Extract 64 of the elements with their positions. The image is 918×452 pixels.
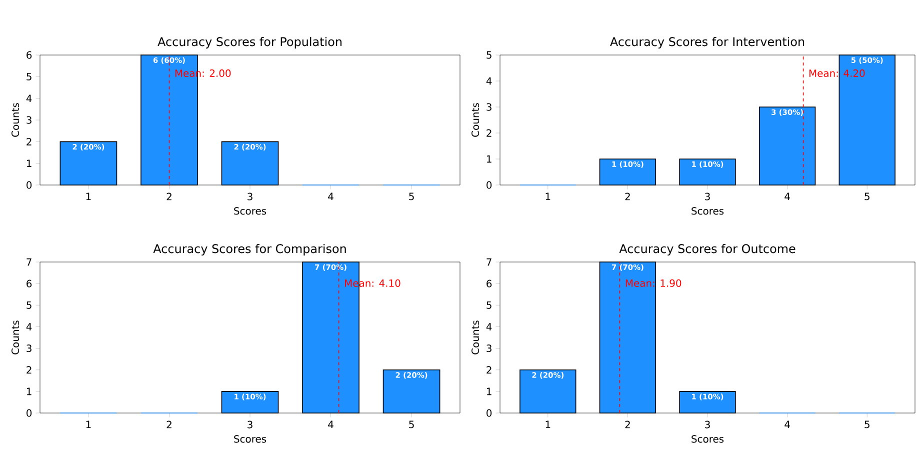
x-tick-label: 1 <box>86 192 91 200</box>
ref-line-label: Mean: 1.90 <box>626 279 682 287</box>
x-tick-label: 4 <box>328 420 334 428</box>
y-tick-label: 1 <box>486 155 492 163</box>
y-tick-label: 6 <box>26 280 32 288</box>
y-tick-label: 2 <box>26 366 32 374</box>
y-tick-label: 5 <box>486 51 492 59</box>
chart-title: Accuracy Scores for Outcome <box>619 244 796 256</box>
x-tick-label: 1 <box>546 420 550 428</box>
y-axis-title: Counts <box>12 320 20 354</box>
y-tick-label: 7 <box>26 258 32 266</box>
chart-title: Accuracy Scores for Population <box>158 36 342 49</box>
ref-line-label: Mean: 4.20 <box>809 69 865 77</box>
x-tick-label: 5 <box>864 192 870 200</box>
y-tick-label: 3 <box>486 103 492 111</box>
y-tick-label: 2 <box>486 129 492 137</box>
y-tick-label: 4 <box>486 323 492 330</box>
y-tick-label: 0 <box>486 409 492 417</box>
y-tick-label: 4 <box>26 94 32 102</box>
x-tick-label: 3 <box>705 420 710 428</box>
x-tick-label: 1 <box>86 420 91 428</box>
chart-title: Accuracy Scores for Comparison <box>153 244 346 256</box>
y-axis-title: Counts <box>12 103 20 137</box>
x-axis-title: Scores <box>234 207 266 215</box>
y-tick-label: 6 <box>486 280 492 288</box>
y-tick-label: 7 <box>486 258 492 266</box>
x-tick-label: 4 <box>784 192 790 200</box>
x-tick-label: 3 <box>248 192 252 200</box>
y-tick-label: 3 <box>26 344 32 352</box>
y-tick-label: 1 <box>486 388 492 396</box>
y-tick-label: 3 <box>26 116 32 124</box>
y-tick-label: 5 <box>26 72 32 80</box>
y-axis-title: Counts <box>472 103 480 137</box>
x-tick-label: 5 <box>409 192 414 200</box>
x-tick-label: 5 <box>409 420 414 428</box>
x-tick-label: 2 <box>625 420 630 428</box>
y-axis-title: Counts <box>472 320 480 354</box>
y-tick-label: 6 <box>26 51 32 59</box>
y-tick-label: 4 <box>486 77 492 85</box>
y-tick-label: 4 <box>26 323 32 330</box>
x-tick-label: 2 <box>166 420 172 428</box>
y-tick-label: 1 <box>26 388 32 396</box>
x-tick-label: 1 <box>546 192 550 200</box>
y-tick-label: 2 <box>26 138 32 146</box>
y-tick-label: 0 <box>486 181 492 189</box>
y-tick-label: 3 <box>486 344 492 352</box>
x-tick-label: 3 <box>705 192 710 200</box>
x-tick-label: 2 <box>166 192 172 200</box>
x-axis-title: Scores <box>234 435 266 443</box>
chart-title: Accuracy Scores for Intervention <box>610 36 804 49</box>
y-tick-label: 5 <box>486 301 492 309</box>
x-tick-label: 4 <box>328 192 334 200</box>
ref-line-label: Mean: 4.10 <box>345 279 400 287</box>
x-axis-title: Scores <box>692 207 724 215</box>
y-tick-label: 0 <box>26 181 32 189</box>
x-axis-title: Scores <box>692 435 724 443</box>
y-tick-label: 2 <box>486 366 492 374</box>
x-tick-label: 4 <box>784 420 790 428</box>
y-tick-label: 1 <box>26 160 32 167</box>
y-tick-label: 0 <box>26 409 32 417</box>
x-tick-label: 3 <box>248 420 252 428</box>
y-tick-label: 5 <box>26 301 32 309</box>
x-tick-label: 2 <box>625 192 630 200</box>
x-tick-label: 5 <box>864 420 870 428</box>
